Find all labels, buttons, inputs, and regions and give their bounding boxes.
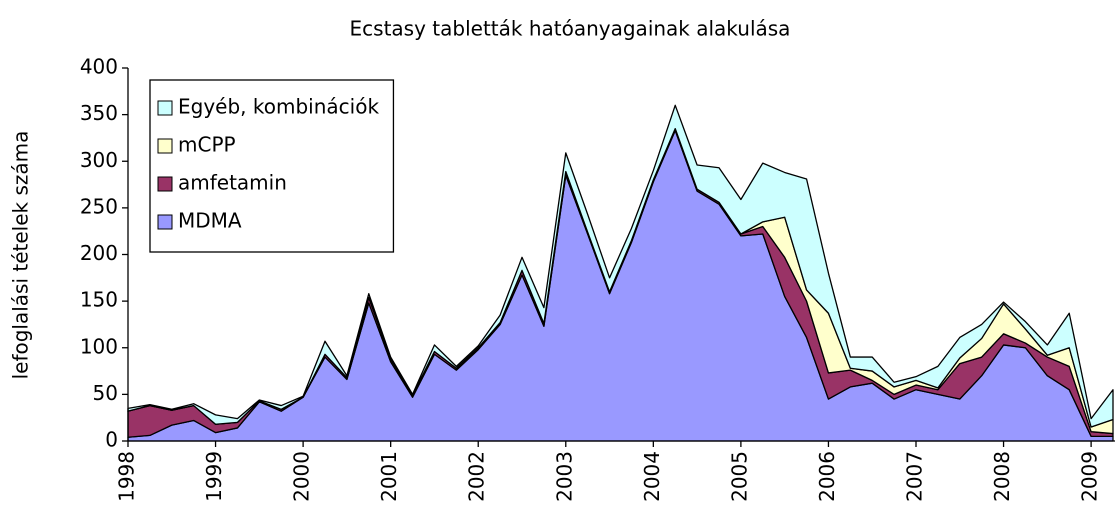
- x-tick-label: 2007: [903, 451, 927, 502]
- legend-swatch: [157, 100, 173, 116]
- legend-swatch: [157, 176, 173, 192]
- y-tick-label: 200: [80, 241, 118, 265]
- y-axis-label: lefoglalási tételek száma: [9, 131, 33, 380]
- y-tick-label: 100: [80, 334, 118, 358]
- chart-title: Ecstasy tabletták hatóanyagainak alakulá…: [350, 17, 791, 41]
- y-tick-label: 400: [80, 55, 118, 79]
- x-tick-label: 2008: [990, 451, 1014, 502]
- x-tick-label: 2005: [727, 451, 751, 502]
- x-tick-label: 2002: [465, 451, 489, 502]
- legend-label: Egyéb, kombinációk: [178, 95, 379, 119]
- y-tick-label: 350: [80, 101, 118, 125]
- x-tick-label: 2003: [552, 451, 576, 502]
- x-tick-label: 1999: [202, 451, 226, 502]
- area: [127, 104, 1114, 428]
- x-tick-label: 2009: [1078, 451, 1102, 502]
- x-tick-label: 2001: [377, 451, 401, 502]
- legend-swatch: [157, 138, 173, 154]
- x-tick-label: 2000: [290, 451, 314, 502]
- y-tick-label: 0: [105, 428, 118, 452]
- x-tick-label: 2004: [640, 451, 664, 502]
- legend-box: [149, 79, 395, 253]
- y-tick-label: 300: [80, 148, 118, 172]
- x-tick-label: 2006: [815, 451, 839, 502]
- y-tick-label: 50: [93, 381, 118, 405]
- legend-label: MDMA: [178, 209, 242, 233]
- x-tick-label: 1998: [115, 451, 139, 502]
- legend-swatch: [157, 214, 173, 230]
- y-tick-label: 250: [80, 194, 118, 218]
- y-tick-label: 150: [80, 288, 118, 312]
- legend-label: mCPP: [178, 133, 236, 157]
- legend-label: amfetamin: [178, 171, 287, 195]
